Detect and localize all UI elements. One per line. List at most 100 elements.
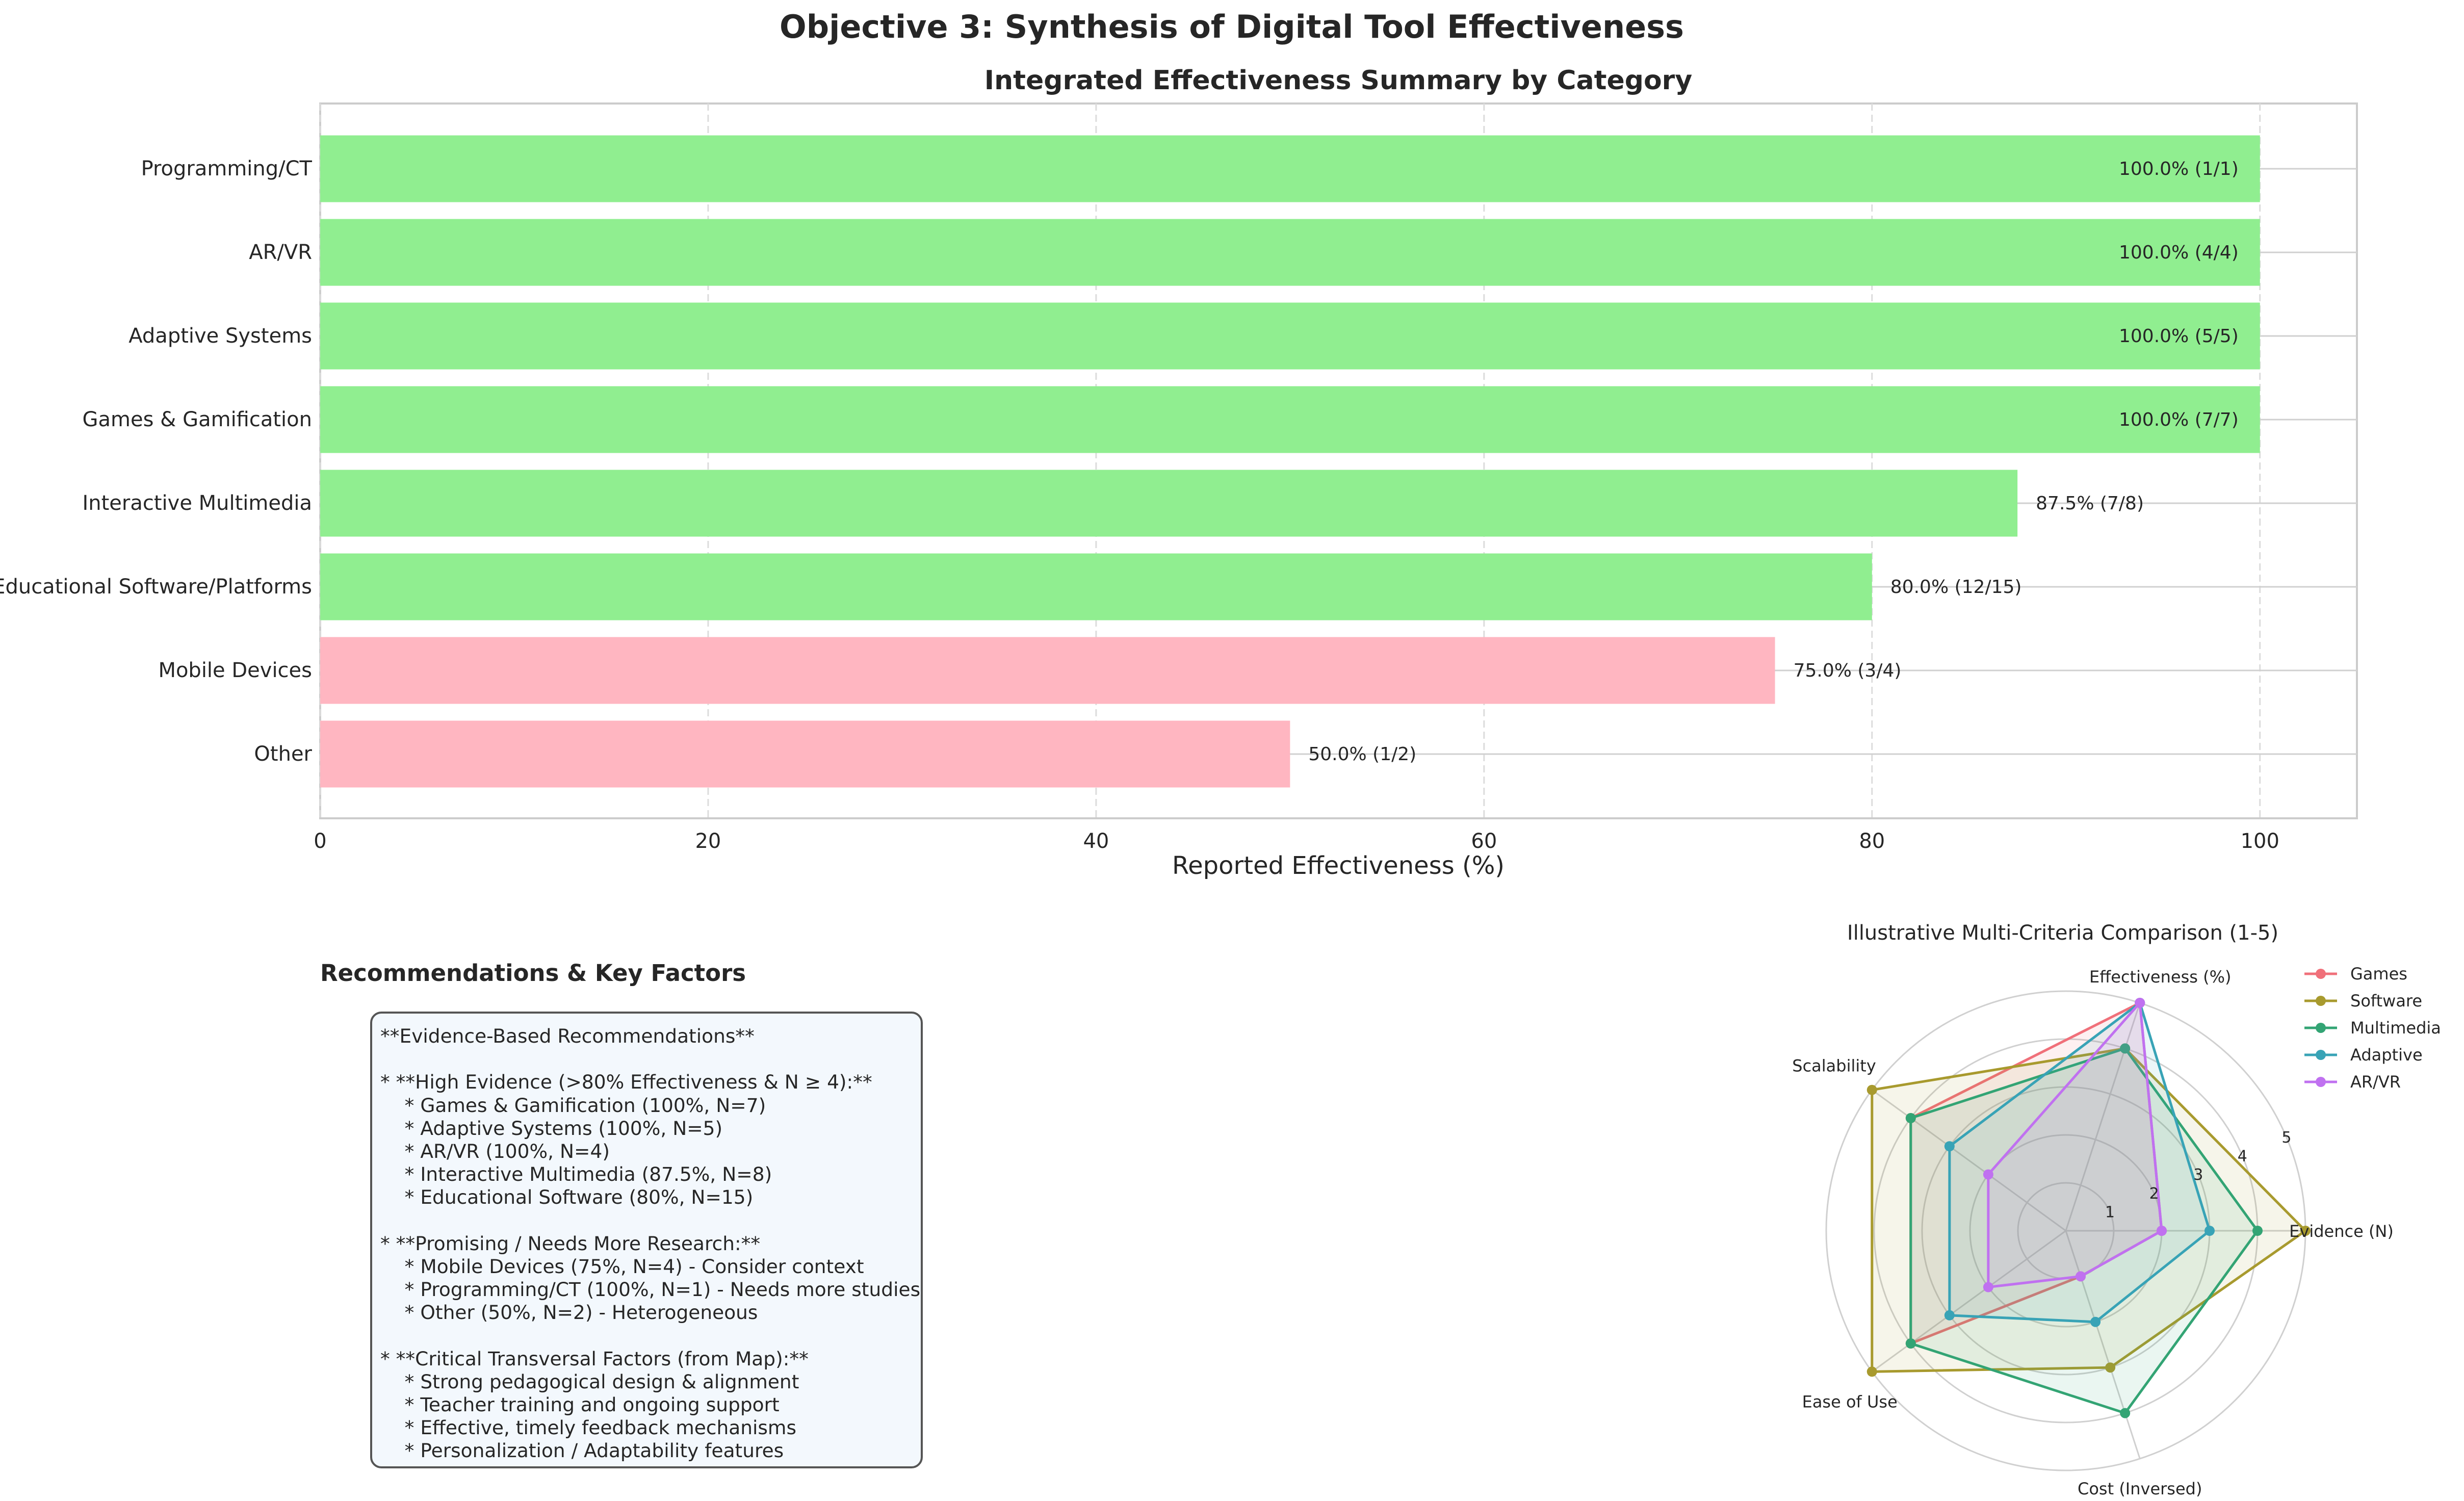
radar-point: [2120, 1043, 2131, 1054]
category-label: Other: [254, 742, 312, 766]
legend-label: Software: [2350, 991, 2422, 1011]
recommendation-line: * Effective, timely feedback mechanisms: [380, 1416, 796, 1439]
radar-point: [1866, 1366, 1877, 1377]
bar-value-label: 100.0% (1/1): [2119, 159, 2239, 179]
bar-value-label: 80.0% (12/15): [1890, 577, 2022, 598]
recommendation-line: * **Critical Transversal Factors (from M…: [380, 1347, 809, 1370]
category-label: Mobile Devices: [158, 659, 312, 682]
bar-value-label: 50.0% (1/2): [1308, 744, 1416, 765]
radar-axis-label: Cost (Inversed): [2078, 1479, 2202, 1498]
radar-series-fill: [1949, 1003, 2210, 1322]
recommendation-line: * Personalization / Adaptability feature…: [380, 1439, 784, 1462]
recommendation-line: * Teacher training and ongoing support: [380, 1393, 780, 1416]
legend-marker: [2316, 1077, 2326, 1087]
radar-point: [2252, 1226, 2263, 1236]
bar-value-label: 87.5% (7/8): [2036, 493, 2144, 514]
radar-point: [2090, 1316, 2101, 1327]
radar-spoke: [2065, 1230, 2141, 1459]
category-label: Educational Software/Platforms: [0, 575, 312, 599]
radar-tick-label: 4: [2238, 1148, 2247, 1166]
recommendation-line: [380, 1048, 913, 1071]
radar-legend: Games Software Multimedia Adaptive AR/VR: [2304, 964, 2441, 1092]
category-label: Interactive Multimedia: [82, 491, 312, 515]
legend-label: Adaptive: [2350, 1045, 2423, 1065]
radar-point: [2105, 1362, 2116, 1373]
recommendation-line: * AR/VR (100%, N=4): [380, 1140, 610, 1162]
radar-point: [2120, 1408, 2131, 1418]
radar-axis-label: Evidence (N): [2289, 1222, 2394, 1241]
radar-tick-label: 5: [2281, 1129, 2291, 1147]
radar-series-fill: [1988, 1003, 2162, 1287]
x-tick-label: 60: [1471, 830, 1497, 853]
radar-point: [2135, 998, 2145, 1008]
x-tick-label: 20: [695, 830, 721, 853]
radar-tick-label: 1: [2105, 1203, 2115, 1221]
radar-point: [1983, 1282, 1993, 1292]
legend-label: Multimedia: [2350, 1018, 2441, 1038]
legend-label: AR/VR: [2350, 1072, 2401, 1092]
bar: [320, 470, 2018, 537]
bar: [320, 637, 1775, 704]
recommendation-line: * Adaptive Systems (100%, N=5): [380, 1117, 723, 1140]
radar-spoke: [1871, 1230, 2066, 1373]
radar-spoke: [2065, 1002, 2141, 1231]
radar-point: [1944, 1310, 1955, 1321]
x-tick-label: 80: [1859, 830, 1885, 853]
radar-point: [2300, 1226, 2311, 1236]
bar: [320, 135, 2260, 202]
recommendation-line: * Educational Software (80%, N=15): [380, 1186, 754, 1209]
radar-series-fill: [1910, 1048, 2258, 1413]
radar-axis-label: Effectiveness (%): [2089, 967, 2231, 987]
figure-suptitle: Objective 3: Synthesis of Digital Tool E…: [780, 8, 1684, 45]
recommendation-line: * Strong pedagogical design & alignment: [380, 1370, 799, 1393]
recommendation-line: * Other (50%, N=2) - Heterogeneous: [380, 1301, 758, 1324]
x-tick-label: 0: [314, 830, 326, 853]
legend-marker: [2316, 1050, 2326, 1060]
bar-value-label: 75.0% (3/4): [1794, 660, 1902, 681]
radar-point: [1983, 1169, 1993, 1180]
radar-axis-label: Scalability: [1792, 1056, 1876, 1076]
bar: [320, 386, 2260, 453]
x-tick-label: 100: [2241, 830, 2279, 853]
bar-value-label: 100.0% (7/7): [2119, 409, 2239, 430]
radar-point: [2076, 1271, 2086, 1282]
bar-chart-panel: Integrated Effectiveness Summary by Cate…: [0, 65, 2358, 880]
radar-series-fill: [1910, 1003, 2162, 1343]
recommendation-line: * Games & Gamification (100%, N=7): [380, 1094, 766, 1117]
radar-axis-label: Ease of Use: [1802, 1392, 1898, 1411]
legend-marker: [2316, 969, 2326, 979]
recommendation-line: **Evidence-Based Recommendations**: [380, 1025, 755, 1047]
radar-point: [1944, 1141, 1955, 1152]
bar: [320, 720, 1290, 788]
radar-point: [1866, 1084, 1877, 1095]
bar-chart-title: Integrated Effectiveness Summary by Cate…: [984, 65, 1692, 96]
radar-spoke: [1871, 1089, 2066, 1232]
category-label: AR/VR: [249, 241, 312, 264]
radar-tick-label: 2: [2149, 1185, 2159, 1203]
recommendation-line: * **Promising / Needs More Research:**: [380, 1232, 761, 1255]
bar: [320, 302, 2260, 370]
recommendation-line: * Interactive Multimedia (87.5%, N=8): [380, 1163, 772, 1186]
recommendation-line: [380, 1324, 913, 1347]
legend-marker: [2316, 1023, 2326, 1033]
radar-point: [1905, 1112, 1916, 1123]
category-label: Games & Gamification: [83, 408, 312, 431]
radar-series-fill: [1872, 1048, 2305, 1372]
bar: [320, 553, 1872, 620]
recommendation-line: [380, 1209, 913, 1232]
recommendation-line: * Mobile Devices (75%, N=4) - Consider c…: [380, 1255, 864, 1278]
recommendation-line: * **High Evidence (>80% Effectiveness & …: [380, 1071, 872, 1094]
legend-label: Games: [2350, 964, 2407, 984]
radar-chart-title: Illustrative Multi-Criteria Comparison (…: [1847, 921, 2278, 945]
category-label: Programming/CT: [141, 157, 313, 180]
radar-point: [2157, 1226, 2167, 1236]
recommendation-line: * Programming/CT (100%, N=1) - Needs mor…: [380, 1278, 921, 1301]
radar-point: [1905, 1338, 1916, 1349]
radar-series-line: [1871, 1047, 2307, 1373]
bar-value-label: 100.0% (5/5): [2119, 326, 2239, 347]
bar-value-label: 100.0% (4/4): [2119, 242, 2239, 263]
radar-chart-panel: Illustrative Multi-Criteria Comparison (…: [1792, 921, 2441, 1498]
legend-marker: [2316, 996, 2326, 1006]
category-label: Adaptive Systems: [128, 324, 312, 348]
